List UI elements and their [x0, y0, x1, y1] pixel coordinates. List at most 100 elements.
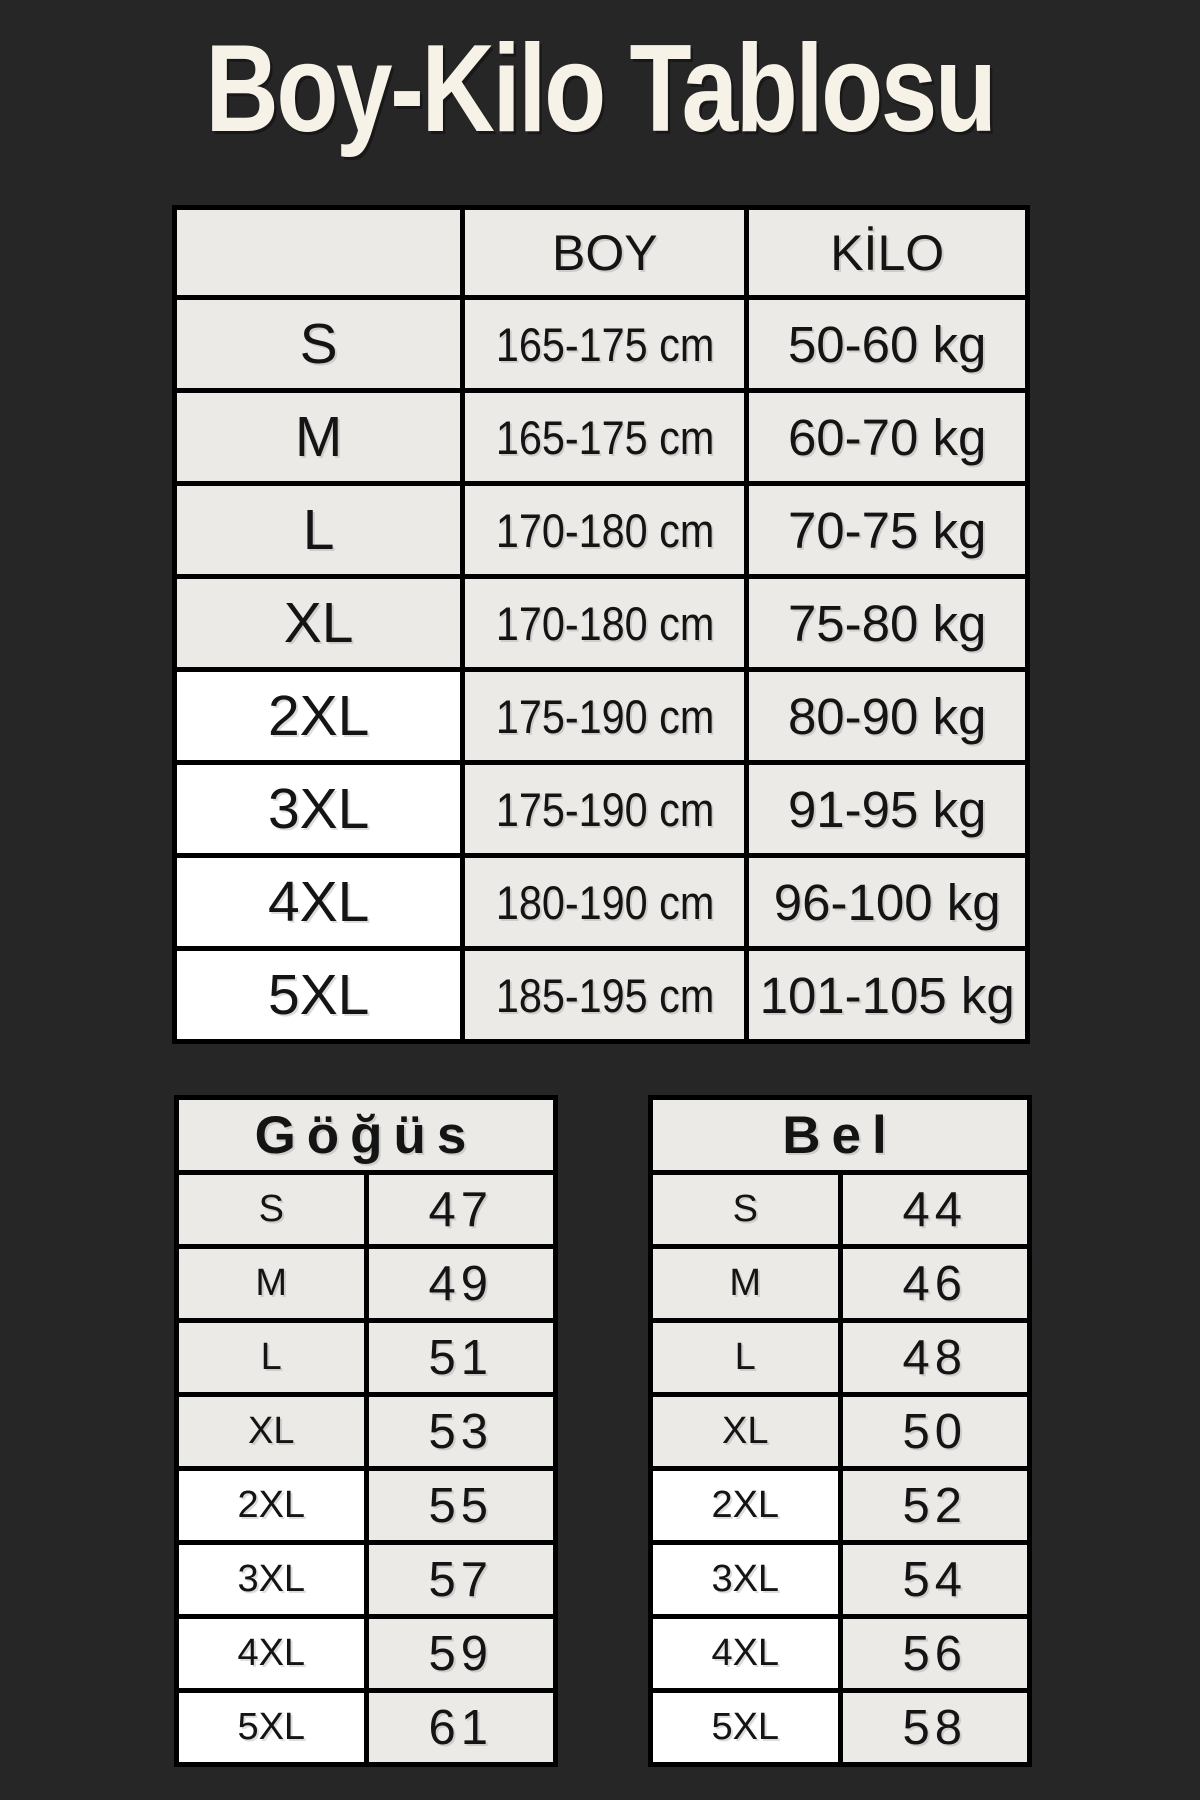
size-cell-highlighted: 2XL — [174, 1466, 369, 1545]
waist-table-title: Bel — [648, 1095, 1032, 1175]
table-row: M 165-175 cm 60-70 kg — [171, 388, 1030, 486]
size-cell-highlighted: 5XL — [171, 946, 466, 1044]
waist-table: Bel S 44 M 46 L 48 XL 50 2XL 52 — [648, 1095, 1032, 1767]
waist-value-cell: 56 — [837, 1614, 1032, 1693]
height-cell: 185-195 cm — [460, 946, 750, 1044]
size-cell-highlighted: 3XL — [648, 1540, 843, 1619]
chest-value-cell: 53 — [363, 1392, 558, 1471]
chest-value-cell: 51 — [363, 1318, 558, 1397]
waist-value-cell: 44 — [837, 1170, 1032, 1249]
size-cell-highlighted: 4XL — [171, 853, 466, 951]
height-cell: 170-180 cm — [460, 481, 750, 579]
waist-value-cell: 46 — [837, 1244, 1032, 1323]
table-row: S 44 — [648, 1170, 1032, 1249]
height-value: 185-195 cm — [495, 968, 715, 1022]
header-row: BOY KİLO — [171, 205, 1030, 300]
height-cell: 175-190 cm — [460, 760, 750, 858]
weight-cell: 80-90 kg — [744, 667, 1030, 765]
size-cell: XL — [648, 1392, 843, 1471]
size-cell-highlighted: 2XL — [648, 1466, 843, 1545]
page-title: Boy-Kilo Tablosu — [205, 20, 997, 158]
table-row: XL 53 — [174, 1392, 558, 1471]
height-weight-table: BOY KİLO S 165-175 cm 50-60 kg M 165-175… — [171, 205, 1030, 1044]
table-row: 4XL 59 — [174, 1614, 558, 1693]
size-cell-highlighted: 4XL — [648, 1614, 843, 1693]
waist-value-cell: 52 — [837, 1466, 1032, 1545]
table-row: 3XL 175-190 cm 91-95 kg — [171, 760, 1030, 858]
size-cell: L — [174, 1318, 369, 1397]
size-cell-highlighted: 2XL — [171, 667, 466, 765]
size-cell: L — [171, 481, 466, 579]
table-row: 5XL 185-195 cm 101-105 kg — [171, 946, 1030, 1044]
size-cell: L — [648, 1318, 843, 1397]
weight-cell: 50-60 kg — [744, 295, 1030, 393]
table-row: M 46 — [648, 1244, 1032, 1323]
height-value: 170-180 cm — [495, 596, 715, 650]
table-row: XL 170-180 cm 75-80 kg — [171, 574, 1030, 672]
table-row: M 49 — [174, 1244, 558, 1323]
height-value: 175-190 cm — [495, 782, 715, 836]
chest-table-title: Göğüs — [174, 1095, 558, 1175]
waist-header-row: Bel — [648, 1095, 1032, 1175]
waist-value-cell: 58 — [837, 1688, 1032, 1767]
chest-header-row: Göğüs — [174, 1095, 558, 1175]
col-header-empty — [171, 205, 466, 300]
table-row: 2XL 52 — [648, 1466, 1032, 1545]
weight-cell: 75-80 kg — [744, 574, 1030, 672]
table-row: 5XL 58 — [648, 1688, 1032, 1767]
size-cell-highlighted: 3XL — [174, 1540, 369, 1619]
chest-value-cell: 59 — [363, 1614, 558, 1693]
weight-cell: 60-70 kg — [744, 388, 1030, 486]
table-row: 4XL 180-190 cm 96-100 kg — [171, 853, 1030, 951]
table-row: 2XL 55 — [174, 1466, 558, 1545]
height-value: 165-175 cm — [495, 410, 715, 464]
size-cell: M — [174, 1244, 369, 1323]
chest-value-cell: 61 — [363, 1688, 558, 1767]
size-cell: S — [174, 1170, 369, 1249]
table-row: S 165-175 cm 50-60 kg — [171, 295, 1030, 393]
chest-value-cell: 49 — [363, 1244, 558, 1323]
table-row: 3XL 57 — [174, 1540, 558, 1619]
chest-table: Göğüs S 47 M 49 L 51 XL 53 2XL 55 — [174, 1095, 558, 1767]
height-cell: 165-175 cm — [460, 295, 750, 393]
weight-cell: 70-75 kg — [744, 481, 1030, 579]
height-value: 165-175 cm — [495, 317, 715, 371]
chest-value-cell: 57 — [363, 1540, 558, 1619]
chest-value-cell: 47 — [363, 1170, 558, 1249]
table-row: L 48 — [648, 1318, 1032, 1397]
size-cell-highlighted: 5XL — [648, 1688, 843, 1767]
waist-value-cell: 54 — [837, 1540, 1032, 1619]
table-row: L 51 — [174, 1318, 558, 1397]
height-value: 180-190 cm — [495, 875, 715, 929]
table-row: XL 50 — [648, 1392, 1032, 1471]
table-row: 3XL 54 — [648, 1540, 1032, 1619]
height-cell: 180-190 cm — [460, 853, 750, 951]
height-cell: 170-180 cm — [460, 574, 750, 672]
size-cell: XL — [171, 574, 466, 672]
table-row: 2XL 175-190 cm 80-90 kg — [171, 667, 1030, 765]
size-cell-highlighted: 4XL — [174, 1614, 369, 1693]
weight-cell: 101-105 kg — [744, 946, 1030, 1044]
table-row: 5XL 61 — [174, 1688, 558, 1767]
table-row: 4XL 56 — [648, 1614, 1032, 1693]
size-cell-highlighted: 3XL — [171, 760, 466, 858]
weight-cell: 96-100 kg — [744, 853, 1030, 951]
height-cell: 165-175 cm — [460, 388, 750, 486]
height-cell: 175-190 cm — [460, 667, 750, 765]
table-row: L 170-180 cm 70-75 kg — [171, 481, 1030, 579]
table-row: S 47 — [174, 1170, 558, 1249]
waist-value-cell: 50 — [837, 1392, 1032, 1471]
col-header-kilo: KİLO — [744, 205, 1030, 300]
size-cell: S — [648, 1170, 843, 1249]
height-value: 175-190 cm — [495, 689, 715, 743]
size-cell: S — [171, 295, 466, 393]
chest-value-cell: 55 — [363, 1466, 558, 1545]
height-value: 170-180 cm — [495, 503, 715, 557]
size-cell: M — [171, 388, 466, 486]
size-cell-highlighted: 5XL — [174, 1688, 369, 1767]
size-cell: XL — [174, 1392, 369, 1471]
weight-cell: 91-95 kg — [744, 760, 1030, 858]
col-header-boy: BOY — [460, 205, 750, 300]
size-cell: M — [648, 1244, 843, 1323]
